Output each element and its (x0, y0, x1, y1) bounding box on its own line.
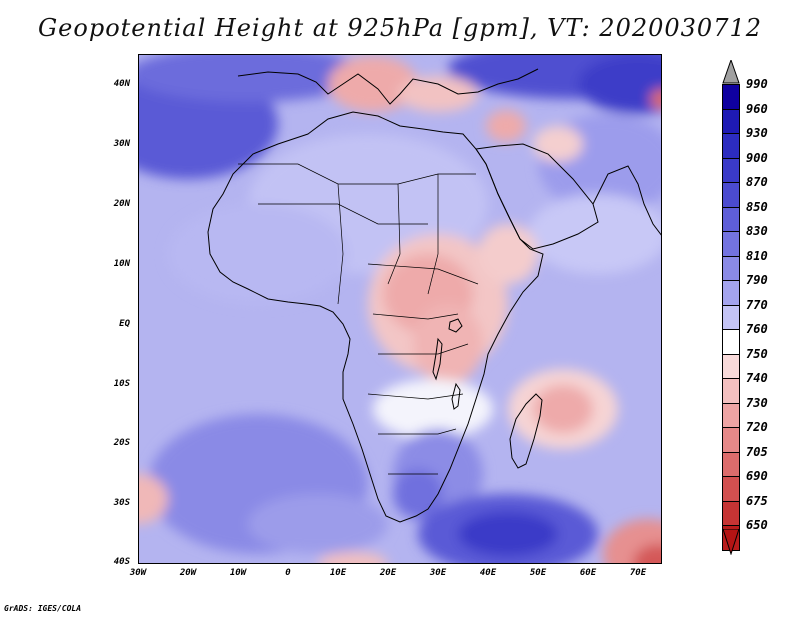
legend-label: 690 (746, 469, 768, 483)
legend-label: 900 (746, 150, 768, 165)
lon-label-40e: 40E (479, 568, 497, 578)
legend-swatch (722, 231, 740, 257)
legend-swatch (722, 182, 740, 208)
lon-label-30w: 30W (129, 568, 147, 578)
legend-swatch (722, 157, 740, 183)
asia-coastline (592, 165, 662, 237)
lon-label-70e: 70E (629, 568, 647, 578)
legend-label: 675 (746, 493, 768, 508)
europe-coastline (237, 68, 539, 105)
legend-label: 750 (746, 346, 768, 361)
lon-label-60e: 60E (579, 568, 597, 578)
legend-label: 705 (746, 444, 768, 459)
legend-swatch (722, 280, 740, 306)
lat-label-30n: 30N (113, 139, 130, 149)
lake-victoria (448, 318, 463, 333)
legend-label: 720 (746, 420, 768, 434)
coastlines-and-borders (207, 68, 662, 523)
legend-swatch (722, 500, 740, 526)
lat-label-40s: 40S (113, 557, 130, 567)
legend-label: 870 (746, 175, 768, 189)
legend-swatch (722, 206, 740, 232)
legend-label: 960 (746, 101, 768, 116)
lat-label-40n: 40N (113, 79, 130, 89)
legend-swatch (722, 108, 740, 134)
legend-swatch (722, 329, 740, 355)
lat-label-20s: 20S (113, 438, 130, 448)
madagascar-coastline (509, 393, 543, 469)
lat-label-10n: 10N (113, 259, 130, 269)
lake-tanganyika (432, 337, 443, 381)
legend-swatch (722, 476, 740, 502)
lon-label-10e: 10E (329, 568, 347, 578)
map-plot-area[interactable] (138, 54, 662, 564)
legend-swatch (722, 378, 740, 404)
legend-top-triangle-shape (722, 60, 740, 84)
legend-swatch (722, 451, 740, 477)
legend-bottom-triangle (722, 529, 740, 555)
grads-footer: GrADS: IGES/COLA (4, 604, 82, 613)
lon-label-20w: 20W (179, 568, 197, 578)
legend-label: 790 (746, 273, 768, 287)
lon-label-20e: 20E (379, 568, 397, 578)
lat-label-eq: EQ (119, 319, 130, 329)
legend-swatch (722, 133, 740, 159)
lat-label-20n: 20N (113, 199, 130, 209)
lon-label-50e: 50E (529, 568, 547, 578)
legend-swatch (722, 84, 740, 110)
legend-label: 830 (746, 224, 768, 238)
lon-label-30e: 30E (429, 568, 447, 578)
legend-label: 990 (746, 77, 768, 91)
legend-swatch (722, 353, 740, 379)
lat-label-30s: 30S (113, 498, 130, 508)
arabia-coastline (475, 143, 599, 250)
lake-malawi (451, 382, 461, 410)
legend-label: 810 (746, 248, 768, 263)
legend-swatch (722, 304, 740, 330)
legend-label: 930 (746, 126, 768, 140)
lat-label-10s: 10S (113, 379, 130, 389)
legend-swatch (722, 427, 740, 453)
legend-label: 650 (746, 518, 768, 532)
legend-label: 730 (746, 395, 768, 410)
legend-label: 740 (746, 371, 768, 385)
legend-label: 850 (746, 199, 768, 214)
legend-label: 770 (746, 297, 768, 312)
country-borders (238, 163, 479, 475)
legend-label: 760 (746, 322, 768, 336)
lon-label-10w: 10W (229, 568, 247, 578)
legend-swatch (722, 255, 740, 281)
map-title: Geopotential Height at 925hPa [gpm], VT:… (38, 14, 762, 42)
legend-top-triangle (722, 60, 740, 84)
legend-swatch (722, 402, 740, 428)
lon-label-0: 0 (285, 568, 291, 578)
legend-bottom-triangle-shape (722, 529, 740, 555)
